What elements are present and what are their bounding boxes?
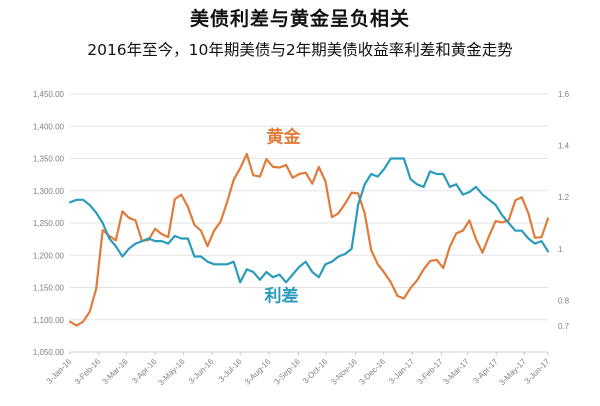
chart-subtitle: 2016年至今，10年期美债与2年期美债收益率利差和黄金走势 (87, 41, 513, 59)
y-right-tick-label: 1 (558, 245, 563, 254)
y-left-tick-label: 1,450.00 (33, 90, 65, 99)
y-left-tick-label: 1,050.00 (33, 348, 65, 357)
x-tick-label: 3-Apr-16 (130, 357, 159, 386)
x-tick-label: 3-Oct-16 (301, 357, 330, 386)
x-tick-label: 3-Feb-17 (415, 357, 445, 387)
series-annotation: 黄金 (266, 126, 301, 147)
x-tick-label: 3-Nov-16 (329, 357, 359, 387)
y-left-tick-label: 1,300.00 (33, 187, 65, 196)
x-tick-label: 3-Jun-17 (523, 357, 552, 386)
x-tick-label: 3-Aug-16 (243, 357, 273, 387)
y-left-tick-label: 1,400.00 (33, 122, 65, 131)
x-axis: 3-Jan-16 3-Feb-163-Mar-16 3-Apr-163-May-16… (45, 351, 552, 388)
x-tick-label: 3-Feb-16 (73, 357, 103, 387)
y-right-tick-label: 1.4 (558, 142, 570, 151)
y-left-tick-label: 1,150.00 (33, 284, 65, 293)
series-annotation: 利差 (264, 286, 298, 307)
y-left-tick-label: 1,350.00 (33, 155, 65, 164)
x-tick-label: 3-Mar-16 (100, 357, 130, 387)
left-y-axis: 1,050.00 1,100.00 1,150.00 1,200.00 1,250.00… (33, 90, 65, 357)
x-tick-label: 3-May-17 (498, 357, 529, 388)
series-group (68, 152, 550, 327)
series-line-黄金 (68, 152, 550, 327)
series-line-利差 (68, 157, 550, 284)
y-left-tick-label: 1,200.00 (33, 251, 65, 260)
y-right-tick-label: 1.6 (558, 90, 570, 99)
x-tick-label: 3-Jul-16 (217, 357, 244, 384)
x-tick-label: 3-May-16 (156, 357, 187, 388)
x-tick-label: 3-Jun-16 (187, 357, 216, 386)
y-right-tick-label: 0.8 (558, 296, 570, 305)
y-right-tick-label: 0.7 (558, 322, 570, 331)
x-tick-label: 3-Mar-17 (442, 357, 472, 387)
x-tick-label: 3-Sep-16 (272, 357, 302, 387)
y-left-tick-label: 1,100.00 (33, 316, 65, 325)
y-left-tick-label: 1,250.00 (33, 219, 65, 228)
right-y-axis: 0.7 0.8 1 1.2 1.4 1.6 (558, 90, 570, 331)
x-tick-label: 3-Jan-17 (387, 357, 416, 386)
gridlines (70, 93, 548, 353)
chart-title: 美债利差与黄金呈负相关 (189, 8, 410, 30)
y-right-tick-label: 1.2 (558, 193, 570, 202)
x-tick-label: 3-Jan-16 (45, 357, 74, 386)
x-tick-label: 3-Dec-16 (357, 357, 387, 387)
x-tick-label: 3-Apr-17 (471, 357, 500, 386)
